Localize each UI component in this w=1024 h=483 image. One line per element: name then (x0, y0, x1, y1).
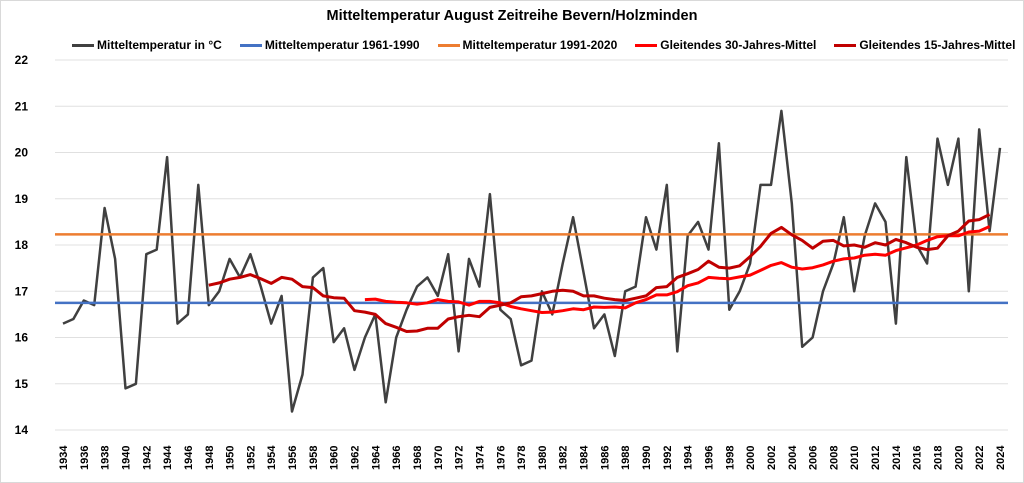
x-tick-label: 1948 (204, 446, 216, 470)
x-tick-label: 1946 (183, 446, 195, 470)
x-tick-label: 1996 (703, 446, 715, 470)
y-tick-label: 16 (15, 331, 29, 345)
x-tick-label: 1960 (329, 446, 341, 470)
x-tick-label: 2002 (766, 446, 778, 470)
x-tick-label: 1980 (537, 446, 549, 470)
legend-label: Gleitendes 15-Jahres-Mittel (859, 38, 1016, 52)
x-tick-label: 1962 (350, 446, 362, 470)
x-tick-label: 2018 (933, 446, 945, 470)
x-tick-label: 1972 (454, 446, 466, 470)
x-tick-label: 2022 (974, 446, 986, 470)
x-tick-label: 2006 (808, 446, 820, 470)
y-tick-label: 21 (15, 99, 29, 113)
x-tick-label: 1954 (266, 445, 278, 470)
x-tick-label: 1990 (641, 446, 653, 470)
chart-title: Mitteltemperatur August Zeitreihe Bevern… (326, 8, 698, 24)
legend-item-30yr: Gleitendes 30-Jahres-Mittel (635, 38, 816, 52)
legend-swatch (72, 43, 94, 47)
x-tick-label: 1964 (370, 445, 382, 470)
y-tick-label: 20 (15, 146, 29, 160)
y-tick-label: 17 (15, 284, 29, 298)
x-tick-label: 2008 (828, 446, 840, 470)
x-tick-label: 1992 (662, 446, 674, 470)
series-line-gleitendes-15-jahres-mittel (208, 213, 991, 333)
y-tick-label: 14 (15, 423, 29, 437)
legend-swatch (239, 43, 262, 47)
x-tick-label: 1970 (433, 446, 445, 470)
x-tick-label: 2012 (870, 446, 882, 470)
legend-item-15yr: Gleitendes 15-Jahres-Mittel (834, 38, 1015, 52)
legend-label: Mitteltemperatur 1991-2020 (462, 38, 618, 52)
x-tick-label: 1966 (391, 446, 403, 470)
x-tick-label: 1974 (474, 445, 486, 470)
x-tick-label: 1934 (58, 445, 70, 470)
x-tick-label: 1968 (412, 446, 424, 470)
y-tick-label: 19 (15, 192, 29, 206)
legend-label: Mitteltemperatur 1961-1990 (264, 38, 420, 52)
x-tick-label: 1940 (120, 446, 132, 470)
x-tick-label: 2010 (849, 446, 861, 470)
x-tick-label: 2020 (953, 446, 965, 470)
x-tick-label: 1956 (287, 446, 299, 470)
y-tick-label: 15 (15, 377, 29, 391)
x-tick-label: 2014 (891, 445, 903, 470)
x-tick-label: 1994 (683, 445, 695, 470)
y-tick-label: 18 (15, 238, 29, 252)
legend-item-1991-2020: Mitteltemperatur 1991-2020 (437, 38, 618, 52)
legend-label: Mitteltemperatur in °C (97, 38, 222, 52)
x-tick-label: 1942 (141, 446, 153, 470)
y-tick-label: 22 (15, 53, 29, 67)
x-tick-label: 1938 (100, 446, 112, 470)
x-tick-label: 1984 (579, 445, 591, 470)
x-tick-label: 2024 (995, 445, 1007, 470)
series-line-gleitendes-30-jahres-mittel (364, 225, 991, 314)
series-line-mitteltemperatur-in-c (62, 109, 1002, 413)
x-tick-label: 2000 (745, 446, 757, 470)
x-tick-label: 1936 (79, 446, 91, 470)
x-tick-label: 1944 (162, 445, 174, 470)
legend-item-1961-1990: Mitteltemperatur 1961-1990 (239, 38, 420, 52)
x-tick-label: 1950 (225, 446, 237, 470)
legend-swatch (437, 43, 460, 47)
x-tick-label: 1952 (245, 446, 257, 470)
x-tick-label: 1988 (620, 446, 632, 470)
x-tick-label: 1998 (724, 446, 736, 470)
legend-swatch (834, 43, 857, 47)
legend-swatch (635, 43, 658, 47)
legend-item-monthly-mean: Mitteltemperatur in °C (72, 38, 222, 52)
x-tick-label: 1976 (495, 446, 507, 470)
legend-label: Gleitendes 30-Jahres-Mittel (660, 38, 817, 52)
legend: Mitteltemperatur in °C Mitteltemperatur … (72, 38, 1015, 52)
x-tick-label: 1982 (558, 446, 570, 470)
x-tick-label: 1958 (308, 446, 320, 470)
x-tick-label: 1986 (599, 446, 611, 470)
x-tick-label: 1978 (516, 446, 528, 470)
x-tick-label: 2016 (912, 446, 924, 470)
x-tick-label: 2004 (787, 445, 799, 470)
